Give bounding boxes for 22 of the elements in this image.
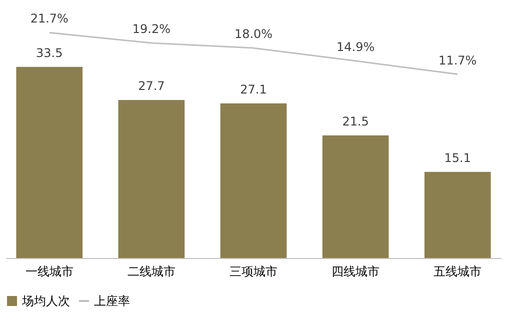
x-tick-label: 二线城市 xyxy=(127,264,176,278)
data-label: 11.7% xyxy=(438,53,477,68)
data-label: 21.5 xyxy=(342,114,369,128)
data-label: 27.7 xyxy=(138,78,165,93)
data-label: 15.1 xyxy=(444,150,471,165)
legend-label: 场均人次 xyxy=(21,294,70,308)
data-label: 19.2% xyxy=(132,22,170,36)
x-tick-label: 四线城市 xyxy=(332,264,380,278)
data-label: 27.1 xyxy=(240,82,267,96)
bar xyxy=(118,100,185,258)
x-tick-label: 三项城市 xyxy=(230,264,278,278)
data-label: 14.9% xyxy=(336,40,375,54)
legend-label: 上座率 xyxy=(94,294,130,308)
x-tick-label: 一线城市 xyxy=(25,264,74,278)
data-label: 18.0% xyxy=(234,27,273,42)
data-label: 33.5 xyxy=(36,46,63,60)
bar xyxy=(424,172,491,258)
bar xyxy=(322,135,389,258)
bar xyxy=(220,103,287,258)
bar xyxy=(16,66,83,258)
data-label: 21.7% xyxy=(30,12,68,26)
x-tick-label: 五线城市 xyxy=(434,264,482,278)
